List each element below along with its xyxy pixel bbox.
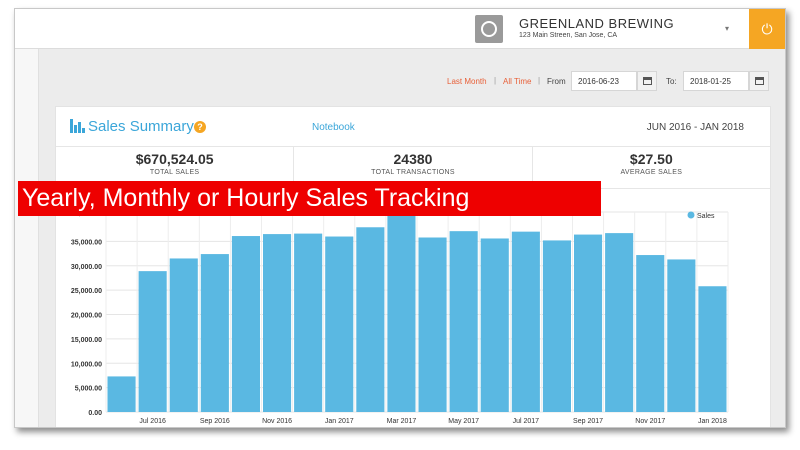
sales-bar	[542, 240, 571, 412]
legend-swatch	[687, 211, 695, 219]
calendar-icon	[642, 77, 652, 85]
to-date-input[interactable]: 2018-01-25	[683, 71, 749, 91]
all-time-link[interactable]: All Time	[503, 77, 532, 86]
stat-label: TOTAL SALES	[149, 169, 200, 176]
legend-label: Sales	[697, 213, 715, 220]
y-tick-label: 35,000.00	[71, 239, 102, 246]
help-icon[interactable]: ?	[194, 121, 206, 133]
chevron-down-icon[interactable]: ▾	[725, 24, 730, 33]
plate-icon[interactable]	[475, 15, 503, 43]
date-range-label: JUN 2016 - JAN 2018	[646, 122, 744, 133]
sales-bar	[325, 236, 354, 412]
date-filter-bar: Last Month | All Time | From 2016-06-23 …	[39, 69, 785, 91]
sales-bar	[667, 259, 696, 412]
stat-average-sales: $27.50 AVERAGE SALES	[533, 147, 770, 188]
stat-label: AVERAGE SALES	[620, 169, 683, 176]
x-tick-label: Mar 2017	[387, 418, 417, 425]
sales-bar-chart: 0.00 5,000.00 10,000.00 15,000.00 20,000.00 2…	[71, 210, 729, 425]
sales-bar	[356, 227, 385, 412]
store-address: 123 Main Streen, San Jose, CA	[519, 32, 618, 39]
y-tick-label: 20,000.00	[71, 313, 102, 320]
stat-total-sales: $670,524.05 TOTAL SALES	[56, 147, 295, 188]
stat-value: 24380	[393, 151, 433, 167]
top-header: GREENLAND BREWING 123 Main Streen, San J…	[15, 9, 785, 49]
notebook-link[interactable]: Notebook	[312, 122, 355, 133]
last-month-link[interactable]: Last Month	[447, 77, 487, 86]
from-date-input[interactable]: 2016-06-23	[571, 71, 637, 91]
sales-bar	[636, 255, 665, 412]
sales-bar	[418, 237, 447, 412]
x-tick-label: Jul 2016	[139, 418, 166, 425]
from-calendar-button[interactable]	[637, 71, 657, 91]
panel-header: Sales Summary ? Notebook JUN 2016 - JAN …	[56, 107, 770, 147]
stat-label: TOTAL TRANSACTIONS	[371, 169, 455, 176]
app-window: GREENLAND BREWING 123 Main Streen, San J…	[14, 8, 786, 428]
sales-bar	[698, 286, 727, 412]
filter-separator: |	[538, 76, 541, 85]
stat-total-transactions: 24380 TOTAL TRANSACTIONS	[294, 147, 533, 188]
sales-bar	[107, 376, 136, 412]
bar-chart-icon	[70, 119, 85, 133]
sales-bar	[169, 258, 198, 412]
y-tick-label: 5,000.00	[75, 386, 102, 393]
sales-bar	[511, 231, 540, 412]
panel-title: Sales Summary	[88, 118, 194, 135]
y-tick-label: 30,000.00	[71, 264, 102, 271]
store-name[interactable]: GREENLAND BREWING	[519, 16, 675, 31]
x-tick-label: Sep 2017	[573, 418, 603, 425]
sales-bar	[387, 212, 416, 412]
sales-bar	[449, 231, 478, 412]
sales-bar	[231, 236, 260, 412]
power-button[interactable]: ⏻	[749, 9, 785, 49]
x-tick-label: Nov 2016	[262, 418, 292, 425]
promo-banner: Yearly, Monthly or Hourly Sales Tracking	[18, 181, 601, 216]
y-tick-label: 25,000.00	[71, 288, 102, 295]
x-tick-label: Nov 2017	[635, 418, 665, 425]
sales-bar	[263, 234, 292, 412]
sales-bar	[294, 233, 323, 412]
calendar-icon	[754, 77, 764, 85]
x-tick-label: Jan 2018	[698, 418, 727, 425]
power-icon: ⏻	[761, 20, 773, 37]
to-label: To:	[666, 77, 677, 86]
x-tick-label: Jan 2017	[325, 418, 354, 425]
to-calendar-button[interactable]	[749, 71, 769, 91]
sales-bar	[480, 238, 509, 412]
stat-value: $27.50	[629, 151, 673, 167]
filter-separator: |	[494, 76, 497, 85]
x-tick-label: May 2017	[448, 418, 479, 425]
from-label: From	[547, 77, 566, 86]
y-tick-label: 15,000.00	[71, 337, 102, 344]
y-tick-label: 10,000.00	[71, 361, 102, 368]
sales-bar	[605, 233, 634, 412]
x-tick-label: Sep 2016	[200, 418, 230, 425]
x-tick-label: Jul 2017	[513, 418, 540, 425]
sales-bar	[138, 271, 167, 412]
sales-bar	[200, 254, 229, 412]
sales-bar	[574, 234, 603, 412]
stat-value: $670,524.05	[135, 151, 214, 167]
left-gutter	[15, 49, 39, 427]
y-tick-label: 0.00	[88, 410, 102, 417]
